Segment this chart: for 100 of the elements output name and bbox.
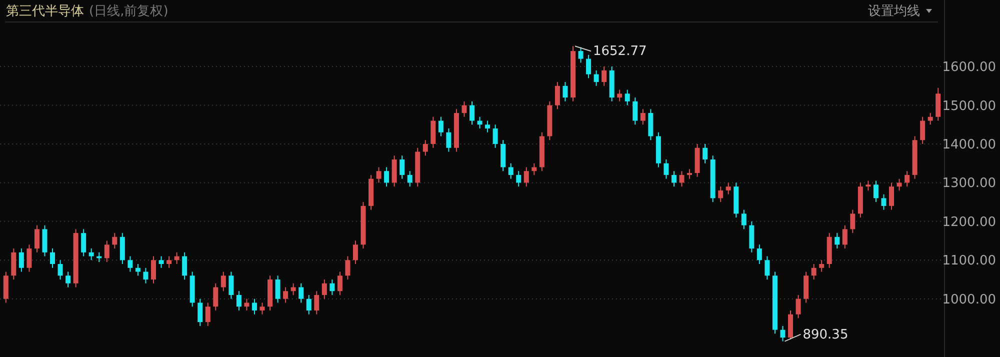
candlestick	[430, 116, 436, 148]
candlestick	[508, 162, 514, 180]
candlestick	[236, 290, 242, 311]
candlestick	[252, 298, 257, 315]
candlestick	[158, 256, 164, 268]
candlestick	[143, 267, 148, 284]
candlestick	[462, 100, 467, 118]
candlestick	[842, 224, 848, 250]
candlestick	[112, 232, 118, 250]
candlestick	[244, 298, 250, 311]
candlestick	[936, 87, 941, 122]
y-tick-label: 1200.00	[942, 214, 996, 230]
y-tick-label: 1100.00	[942, 254, 996, 269]
candlestick	[796, 294, 801, 319]
y-tick-label: 1400.00	[942, 137, 996, 152]
candlestick	[500, 140, 506, 172]
candlestick	[516, 170, 522, 188]
candlestick	[58, 260, 63, 280]
candlestick	[298, 282, 304, 304]
candlestick	[764, 256, 770, 280]
chart-title: 第三代半导体	[6, 4, 84, 19]
candlestick	[182, 252, 188, 280]
candlestick	[470, 100, 474, 126]
y-tick-label: 1500.00	[942, 98, 996, 114]
candlestick	[198, 298, 203, 326]
candlestick	[205, 302, 210, 326]
text: 设置均线	[868, 4, 920, 19]
candlestick	[524, 166, 529, 188]
y-tick-label: 1300.00	[942, 176, 996, 192]
candlestick	[850, 209, 856, 234]
candlestick	[819, 260, 824, 272]
candlestick	[422, 140, 428, 156]
candlestick	[873, 180, 878, 203]
candlestick	[174, 252, 180, 265]
candlestick	[640, 108, 646, 126]
candlestick	[275, 275, 280, 304]
candlestick	[788, 310, 794, 340]
candlestick	[128, 256, 133, 272]
candlestick	[135, 264, 140, 276]
candlestick	[120, 232, 125, 265]
candlestick	[881, 194, 886, 210]
candlestick	[741, 209, 746, 230]
candlestick	[26, 244, 32, 272]
candlestick	[104, 240, 110, 263]
candlestick	[602, 66, 607, 86]
chart-subtitle: (日线,前复权)	[89, 4, 168, 19]
candlestick	[586, 54, 592, 79]
candlestick	[34, 224, 40, 253]
candlestick	[66, 271, 71, 288]
candlestick	[260, 302, 265, 315]
candlestick	[687, 168, 692, 180]
candlestick	[228, 271, 234, 300]
annotation: 890.35	[802, 327, 848, 342]
candlestick	[438, 116, 444, 137]
candlestick	[928, 112, 933, 126]
candlestick	[756, 244, 762, 265]
candlestick	[804, 271, 809, 304]
candlestick	[213, 282, 218, 311]
candlestick	[889, 182, 894, 210]
candlestick	[330, 278, 335, 296]
candlestick	[780, 325, 786, 342]
candlestick	[392, 155, 397, 188]
candlestick	[322, 278, 327, 300]
candlestick	[718, 186, 724, 203]
candlestick	[554, 82, 560, 110]
candlestick	[485, 120, 490, 133]
candlestick	[88, 248, 94, 261]
candlestick	[562, 82, 568, 102]
candlestick	[81, 228, 86, 257]
candlestick	[337, 271, 342, 296]
candlestick	[376, 166, 382, 184]
candlestick	[578, 46, 584, 64]
candlestick	[314, 290, 320, 315]
candlestick	[290, 282, 296, 296]
candlestick	[11, 248, 16, 280]
candlestick	[150, 256, 156, 284]
candlestick	[220, 271, 226, 292]
y-tick-label: 1000.00	[942, 292, 996, 308]
candlestick	[679, 170, 684, 188]
candlestick	[624, 89, 630, 106]
candlestick	[617, 89, 622, 102]
candlestick	[671, 170, 676, 188]
candlestick	[352, 240, 358, 265]
candlestick	[407, 170, 412, 188]
candlestick	[446, 128, 452, 152]
candlestick	[726, 182, 731, 195]
candlestick	[594, 70, 599, 86]
candlestick	[50, 248, 55, 268]
candlestick	[3, 271, 8, 304]
candlestick	[749, 220, 754, 253]
candlestick	[532, 162, 537, 176]
candlestick	[306, 294, 312, 315]
candlestick	[477, 116, 482, 129]
candlestick	[664, 158, 669, 180]
annotation: 1652.77	[592, 44, 647, 60]
candlestick	[904, 170, 910, 188]
candlestick	[834, 232, 840, 250]
candlestick	[400, 155, 405, 180]
candlestick	[866, 180, 871, 191]
candlestick	[283, 286, 288, 304]
